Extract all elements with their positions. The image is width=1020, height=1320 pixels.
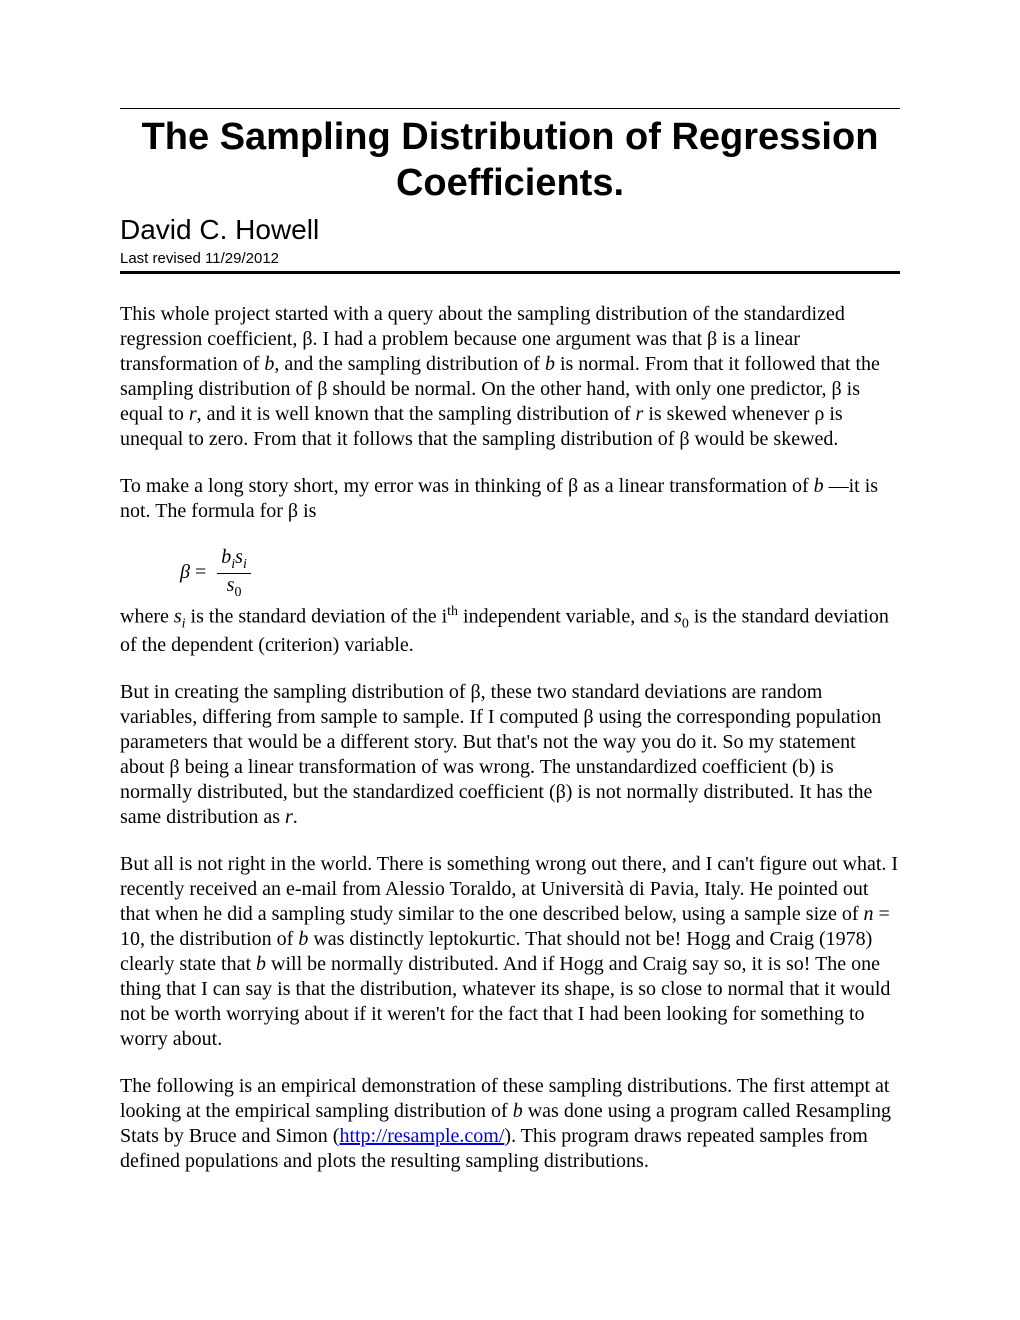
var-s-i: s [174,606,182,628]
p3-text-a: where [120,606,174,628]
top-rule [120,108,900,109]
formula-denominator: s0 [217,574,251,601]
sub-0: 0 [682,617,689,632]
sup-th: th [447,604,458,619]
p3-text-c: independent variable, and [458,606,674,628]
paragraph-6: The following is an empirical demonstrat… [120,1074,900,1174]
formula-fraction: bisi s0 [217,546,251,601]
paragraph-3: where si is the standard deviation of th… [120,603,900,658]
document-page: The Sampling Distribution of Regression … [0,0,1020,1256]
document-title: The Sampling Distribution of Regression … [120,115,900,206]
beta-formula: β = bisi s0 [180,546,900,601]
formula-numerator: bisi [217,546,251,574]
resample-link[interactable]: http://resample.com/ [339,1125,504,1147]
p3-text-b: is the standard deviation of the i [186,606,448,628]
var-s-0: s [674,606,682,628]
paragraph-1: This whole project started with a query … [120,302,900,452]
formula-equals: = [195,561,211,583]
paragraph-2: To make a long story short, my error was… [120,474,900,524]
revised-date: Last revised 11/29/2012 [120,250,900,267]
author-name: David C. Howell [120,214,900,246]
formula-lhs: β [180,561,190,583]
paragraph-5: But all is not right in the world. There… [120,852,900,1052]
heading-rule [120,271,900,274]
paragraph-4: But in creating the sampling distributio… [120,680,900,830]
